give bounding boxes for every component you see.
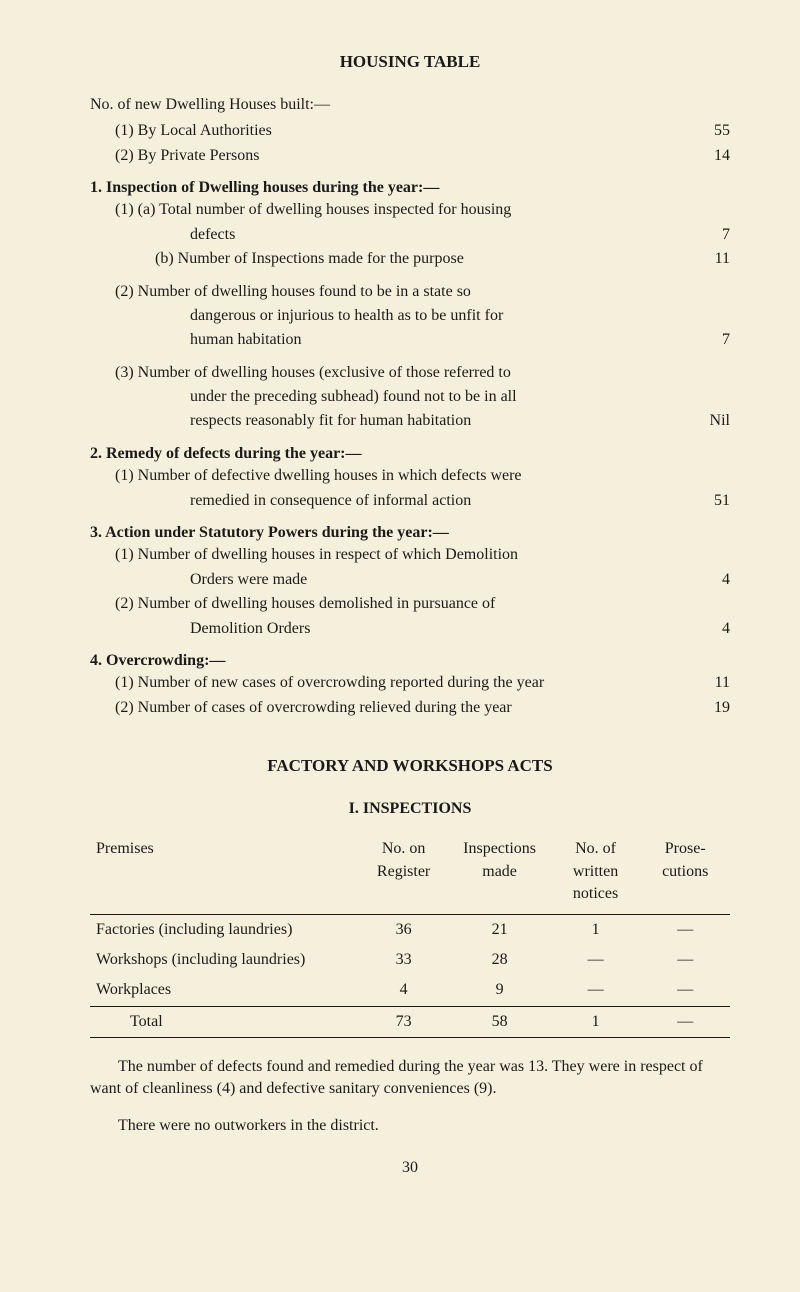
sec4-item1-label: (1) Number of new cases of overcrowding … xyxy=(90,672,695,694)
private-persons-label: (2) By Private Persons xyxy=(90,145,695,167)
private-persons-value: 14 xyxy=(695,145,730,167)
total-inspections: 58 xyxy=(448,1006,550,1037)
row1-register: 33 xyxy=(359,945,449,975)
th-inspections-1: Inspections xyxy=(463,840,536,857)
sec1-b-value: 11 xyxy=(695,248,730,270)
total-register: 73 xyxy=(359,1006,449,1037)
housing-title: HOUSING TABLE xyxy=(90,50,730,74)
inspections-table: Premises No. on Register Inspections mad… xyxy=(90,834,730,1038)
row2-prosecutions: — xyxy=(640,975,730,1006)
total-label: Total xyxy=(90,1006,359,1037)
sec1-item2-label2: dangerous or injurious to health as to b… xyxy=(90,305,695,327)
total-written: 1 xyxy=(551,1006,641,1037)
th-written-2: written xyxy=(573,863,618,880)
sec1-item3-value: Nil xyxy=(695,410,730,432)
sec1-heading: 1. Inspection of Dwelling houses during … xyxy=(90,177,730,199)
sec4-item2-label: (2) Number of cases of overcrowding reli… xyxy=(90,697,695,719)
defects-paragraph: The number of defects found and remedied… xyxy=(90,1056,730,1101)
sec1-a-label2: defects xyxy=(90,224,695,246)
sec4-item2-value: 19 xyxy=(695,697,730,719)
th-prose-1: Prose- xyxy=(665,840,706,857)
sec1-item2-label: (2) Number of dwelling houses found to b… xyxy=(90,281,695,303)
total-prosecutions: — xyxy=(640,1006,730,1037)
local-authorities-value: 55 xyxy=(695,120,730,142)
sec1-a-label: (1) (a) Total number of dwelling houses … xyxy=(90,199,695,221)
intro-line: No. of new Dwelling Houses built:— xyxy=(90,94,730,116)
th-written-1: No. of xyxy=(575,840,616,857)
sec3-item2-label: (2) Number of dwelling houses demolished… xyxy=(90,593,695,615)
row1-premises: Workshops (including laundries) xyxy=(90,945,359,975)
row2-premises: Workplaces xyxy=(90,975,359,1006)
sec3-item1-label2: Orders were made xyxy=(90,569,695,591)
local-authorities-label: (1) By Local Authorities xyxy=(90,120,695,142)
sec3-item1-value: 4 xyxy=(695,569,730,591)
sec1-item3-label: (3) Number of dwelling houses (exclusive… xyxy=(90,362,695,384)
sec3-item2-value: 4 xyxy=(695,618,730,640)
sec2-item1-label2: remedied in consequence of informal acti… xyxy=(90,490,695,512)
sec2-item1-value: 51 xyxy=(695,490,730,512)
sec2-item1-label: (1) Number of defective dwelling houses … xyxy=(90,465,695,487)
sec1-item3-label3: respects reasonably fit for human habita… xyxy=(90,410,695,432)
sec3-item2-label2: Demolition Orders xyxy=(90,618,695,640)
sec3-heading: 3. Action under Statutory Powers during … xyxy=(90,522,730,544)
inspections-title: I. INSPECTIONS xyxy=(90,798,730,820)
th-prose-2: cutions xyxy=(662,863,708,880)
sec4-heading: 4. Overcrowding:— xyxy=(90,650,730,672)
row1-inspections: 28 xyxy=(448,945,550,975)
th-written-3: notices xyxy=(573,885,618,902)
sec2-heading: 2. Remedy of defects during the year:— xyxy=(90,443,730,465)
row2-inspections: 9 xyxy=(448,975,550,1006)
th-inspections-2: made xyxy=(482,863,517,880)
sec1-item3-label2: under the preceding subhead) found not t… xyxy=(90,386,695,408)
sec1-a-value: 7 xyxy=(695,224,730,246)
row2-written: — xyxy=(551,975,641,1006)
th-premises: Premises xyxy=(96,840,154,857)
row1-prosecutions: — xyxy=(640,945,730,975)
sec4-item1-value: 11 xyxy=(695,672,730,694)
page-number: 30 xyxy=(90,1157,730,1179)
row0-register: 36 xyxy=(359,914,449,945)
row0-inspections: 21 xyxy=(448,914,550,945)
row2-register: 4 xyxy=(359,975,449,1006)
sec1-item2-value: 7 xyxy=(695,329,730,351)
sec3-item1-label: (1) Number of dwelling houses in respect… xyxy=(90,544,695,566)
row1-written: — xyxy=(551,945,641,975)
th-register-2: Register xyxy=(377,863,430,880)
row0-premises: Factories (including laundries) xyxy=(90,914,359,945)
sec1-item2-label3: human habitation xyxy=(90,329,695,351)
row0-prosecutions: — xyxy=(640,914,730,945)
factory-title: FACTORY AND WORKSHOPS ACTS xyxy=(90,754,730,778)
outworkers-paragraph: There were no outworkers in the district… xyxy=(90,1115,730,1137)
th-register-1: No. on xyxy=(382,840,426,857)
sec1-b-label: (b) Number of Inspections made for the p… xyxy=(90,248,695,270)
row0-written: 1 xyxy=(551,914,641,945)
